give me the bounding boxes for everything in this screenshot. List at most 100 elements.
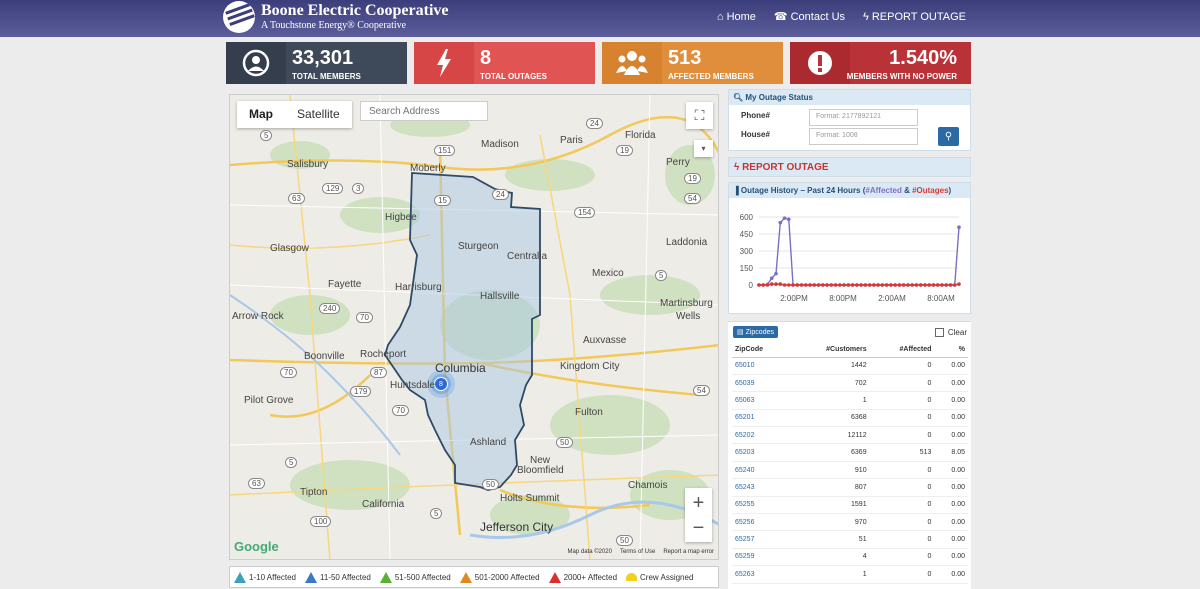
legend-item: 11-50 Affected	[305, 571, 371, 583]
warning-triangle-icon	[379, 571, 392, 583]
series-point	[884, 283, 889, 287]
map-dropdown-button[interactable]: ▾	[694, 140, 713, 157]
zipcode-link[interactable]: 65256	[735, 518, 755, 526]
zipcode-link[interactable]: 65201	[735, 414, 755, 422]
satellite-tab[interactable]: Satellite	[297, 107, 340, 121]
nav-report-label: REPORT OUTAGE	[871, 10, 966, 23]
clear-checkbox[interactable]	[934, 328, 944, 337]
zipcode-link[interactable]: 65063	[735, 396, 755, 404]
affected-cell: 0	[869, 374, 935, 393]
col-customers[interactable]: #Customers	[790, 342, 870, 358]
route-shield: 151	[434, 145, 456, 156]
stat-affected-members: 513 AFFECTED MEMBERS	[602, 42, 783, 84]
outage-cluster-marker[interactable]: 8	[434, 377, 448, 391]
map-place-label: Arrow Rock	[232, 311, 284, 322]
zipcode-link[interactable]: 65202	[735, 431, 755, 439]
report-outage-link[interactable]: ϟ REPORT OUTAGE	[728, 157, 971, 177]
outage-map[interactable]: Map Satellite ⛶ ▾ + − 8 Salisbury Moberly…	[229, 94, 719, 560]
percent-cell: 0.00	[934, 565, 968, 584]
percent-cell: 0.00	[934, 426, 968, 445]
site-title: Boone Electric Cooperative	[261, 2, 449, 19]
series-point	[897, 283, 902, 287]
map-place-label: Kingdom City	[560, 361, 620, 372]
table-row: 65202 12112 0 0.00	[732, 426, 968, 445]
nav-home[interactable]: ⌂ Home	[717, 10, 756, 23]
col-zipcode[interactable]: ZipCode	[732, 342, 791, 358]
map-place-label: Salisbury	[287, 159, 329, 170]
report-error-link[interactable]: Report a map error	[663, 549, 714, 555]
outage-history-panel: ▐ Outage History – Past 24 Hours (#Affec…	[728, 182, 971, 314]
nav-report-outage[interactable]: ϟ REPORT OUTAGE	[863, 10, 966, 23]
series-point	[833, 283, 838, 287]
stat-value: 513	[668, 47, 702, 69]
map-place-label: Sturgeon	[458, 241, 499, 252]
logo[interactable]: Boone Electric Cooperative A Touchstone …	[223, 1, 449, 33]
route-shield: 54	[693, 385, 710, 396]
phone-input[interactable]: Format: 2177892121	[809, 109, 918, 126]
series-point	[957, 282, 961, 286]
status-search-button[interactable]: ⚲	[938, 127, 959, 146]
map-place-label: California	[362, 499, 405, 510]
nav-contact[interactable]: ☎ Contact Us	[774, 10, 845, 24]
col-affected[interactable]: #Affected	[869, 342, 935, 358]
zipcode-link[interactable]: 65010	[735, 362, 755, 370]
stat-label: MEMBERS WITH NO POWER	[846, 72, 957, 81]
house-input[interactable]: Format: 1008	[809, 128, 918, 145]
map-place-label: Perry	[666, 157, 690, 168]
col-percent[interactable]: %	[934, 342, 968, 358]
map-data-credit: Map data ©2020	[567, 549, 612, 555]
fullscreen-button[interactable]: ⛶	[686, 102, 713, 129]
series-point	[765, 283, 770, 287]
map-address-search[interactable]	[360, 101, 488, 121]
zipcode-link[interactable]: 65257	[735, 536, 755, 544]
top-navbar: Boone Electric Cooperative A Touchstone …	[0, 0, 1200, 37]
stat-value: 33,301	[292, 47, 354, 69]
home-icon: ⌂	[716, 10, 724, 23]
bar-chart-icon: ▐	[733, 186, 739, 195]
route-shield: 70	[392, 405, 409, 416]
zipcodes-button[interactable]: ▤ Zipcodes	[733, 326, 778, 338]
series-point	[952, 283, 957, 287]
user-icon	[226, 42, 286, 84]
series-point	[816, 283, 821, 287]
route-shield: 50	[482, 479, 499, 490]
outage-history-chart: 0 150 300 450 600 2:00PM 8:00PM 2:00AM 8:00AM	[740, 213, 961, 303]
zoom-in-button[interactable]: +	[692, 492, 705, 514]
table-row: 65243 807 0 0.00	[732, 478, 968, 497]
zipcode-link[interactable]: 65203	[735, 449, 755, 457]
zipcode-link[interactable]: 65243	[735, 483, 755, 491]
zipcode-link[interactable]: 65240	[735, 466, 755, 474]
clear-toggle[interactable]: Clear	[934, 328, 967, 337]
outage-status-panel: 🔍︎ My Outage Status Phone# Format: 21778…	[728, 89, 971, 151]
zipcode-link[interactable]: 65259	[735, 553, 755, 561]
zipcode-link[interactable]: 65255	[735, 501, 755, 509]
zipcode-link[interactable]: 65263	[735, 570, 755, 578]
route-shield: 15	[434, 195, 451, 206]
zoom-out-button[interactable]: −	[692, 517, 705, 539]
map-place-label: Columbia	[435, 361, 486, 375]
map-place-label: Tipton	[300, 487, 328, 498]
stat-value: 1.540%	[889, 47, 957, 69]
terms-link[interactable]: Terms of Use	[619, 549, 656, 555]
fullscreen-icon: ⛶	[694, 107, 705, 123]
customers-cell: 1	[790, 391, 870, 410]
series-point	[850, 283, 855, 287]
route-shield: 24	[586, 118, 603, 129]
series-point	[944, 283, 949, 287]
series-point	[782, 216, 787, 220]
stat-no-power: 1.540% MEMBERS WITH NO POWER	[790, 42, 971, 84]
series-point	[812, 283, 817, 287]
series-point	[757, 283, 761, 287]
y-tick-label: 600	[740, 213, 754, 222]
main-nav: ⌂ Home ☎ Contact Us ϟ REPORT OUTAGE	[717, 10, 966, 24]
series-point	[842, 283, 846, 287]
route-shield: 50	[616, 535, 633, 546]
map-tab[interactable]: Map	[249, 107, 273, 121]
route-shield: 19	[616, 145, 633, 156]
affected-cell: 0	[869, 565, 935, 584]
map-place-label: Fayette	[328, 279, 362, 290]
affected-cell: 0	[869, 357, 935, 375]
zipcode-link[interactable]: 65039	[735, 379, 755, 387]
stat-label: TOTAL MEMBERS	[292, 72, 361, 81]
y-tick-label: 150	[740, 264, 754, 273]
